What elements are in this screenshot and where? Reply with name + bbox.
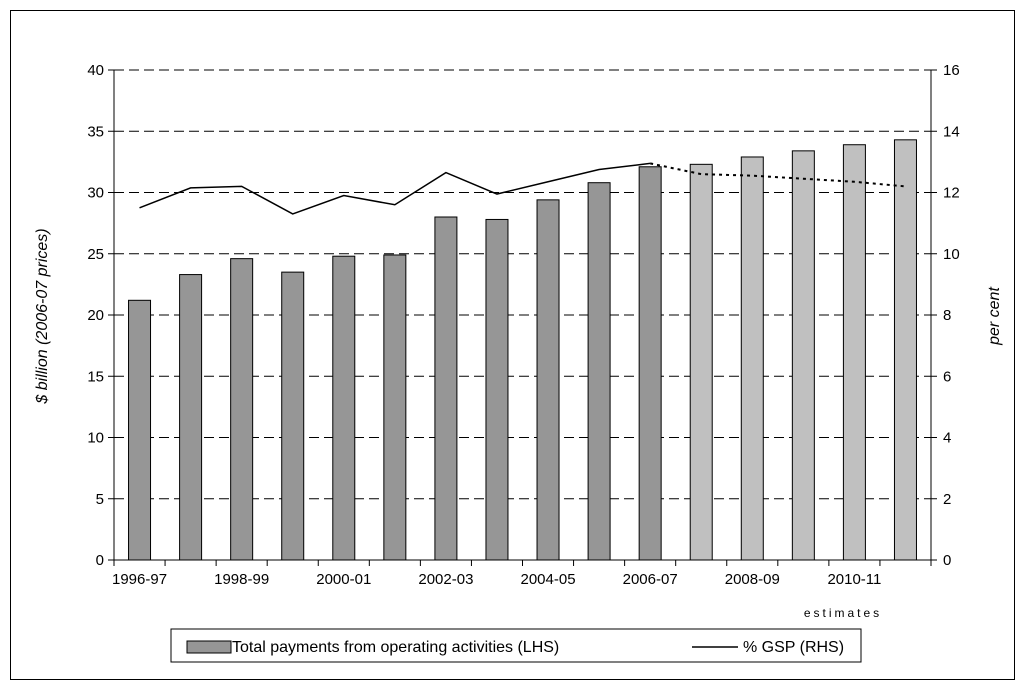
right-tick-label: 8 [943,307,951,324]
chart-frame: 0 5 10 15 20 25 30 35 40 0 2 4 6 8 10 12 14 16 1996-97 1998… [10,10,1015,680]
legend-label-gsp: % GSP (RHS) [743,639,844,656]
bar-2000-01 [332,255,356,561]
left-tick-label: 40 [87,62,104,79]
bar-2001-02 [383,254,407,561]
bar-1998-99 [230,258,254,561]
right-tick-label: 0 [943,552,951,569]
legend-box [170,628,862,663]
right-tick-label: 6 [943,368,951,385]
axes: 0 5 10 15 20 25 30 35 40 0 2 4 6 8 10 12 14 16 1996-97 1998… [87,62,959,588]
bar-2011-12 [893,139,917,561]
bar-1997-98 [179,274,203,561]
x-tick-label: 1996-97 [112,571,167,588]
gsp-line [139,162,906,215]
left-tick-label: 25 [87,246,104,263]
left-tick-label: 30 [87,185,104,202]
bar-2010-11 [842,144,866,561]
x-tick-label: 2004-05 [521,571,576,588]
bar-2004-05 [536,199,560,561]
left-axis-title: $ billion (2006-07 prices) [34,228,51,404]
right-tick-label: 12 [943,185,960,202]
bar-2008-09 [740,156,764,561]
bar-1999-00 [281,271,305,561]
legend-label-payments: Total payments from operating activities… [232,639,559,656]
gsp-line-actual [139,162,651,215]
right-tick-label: 10 [943,246,960,263]
gsp-line-estimate [649,162,906,188]
right-axis-title: per cent [986,287,1003,346]
left-tick-label: 15 [87,368,104,385]
left-tick-label: 0 [96,552,104,569]
bar-2007-08 [689,163,713,561]
left-tick-label: 35 [87,123,104,140]
bar-1996-97 [128,299,152,561]
bar-2006-07 [638,166,662,561]
right-tick-label: 14 [943,123,960,140]
legend: Total payments from operating activities… [170,628,862,663]
left-tick-label: 10 [87,430,104,447]
left-tick-label: 5 [96,491,104,508]
bars [128,139,917,561]
bar-2009-10 [791,150,815,561]
bar-2005-06 [587,182,611,561]
x-tick-label: 2000-01 [316,571,371,588]
x-tick-label: 2010-11 [827,571,881,588]
right-tick-label: 2 [943,491,951,508]
right-tick-label: 16 [943,62,960,79]
chart: 0 5 10 15 20 25 30 35 40 0 2 4 6 8 10 12 14 16 1996-97 1998… [34,62,1003,663]
legend-swatch-payments [186,640,232,654]
estimates-note: estimates [804,606,882,620]
bar-2003-04 [485,218,509,561]
left-tick-label: 20 [87,307,104,324]
x-tick-label: 2002-03 [418,571,473,588]
bar-2002-03 [434,216,458,561]
x-tick-label: 1998-99 [214,571,269,588]
x-tick-label: 2008-09 [725,571,780,588]
x-tick-label: 2006-07 [623,571,678,588]
right-tick-label: 4 [943,430,951,447]
